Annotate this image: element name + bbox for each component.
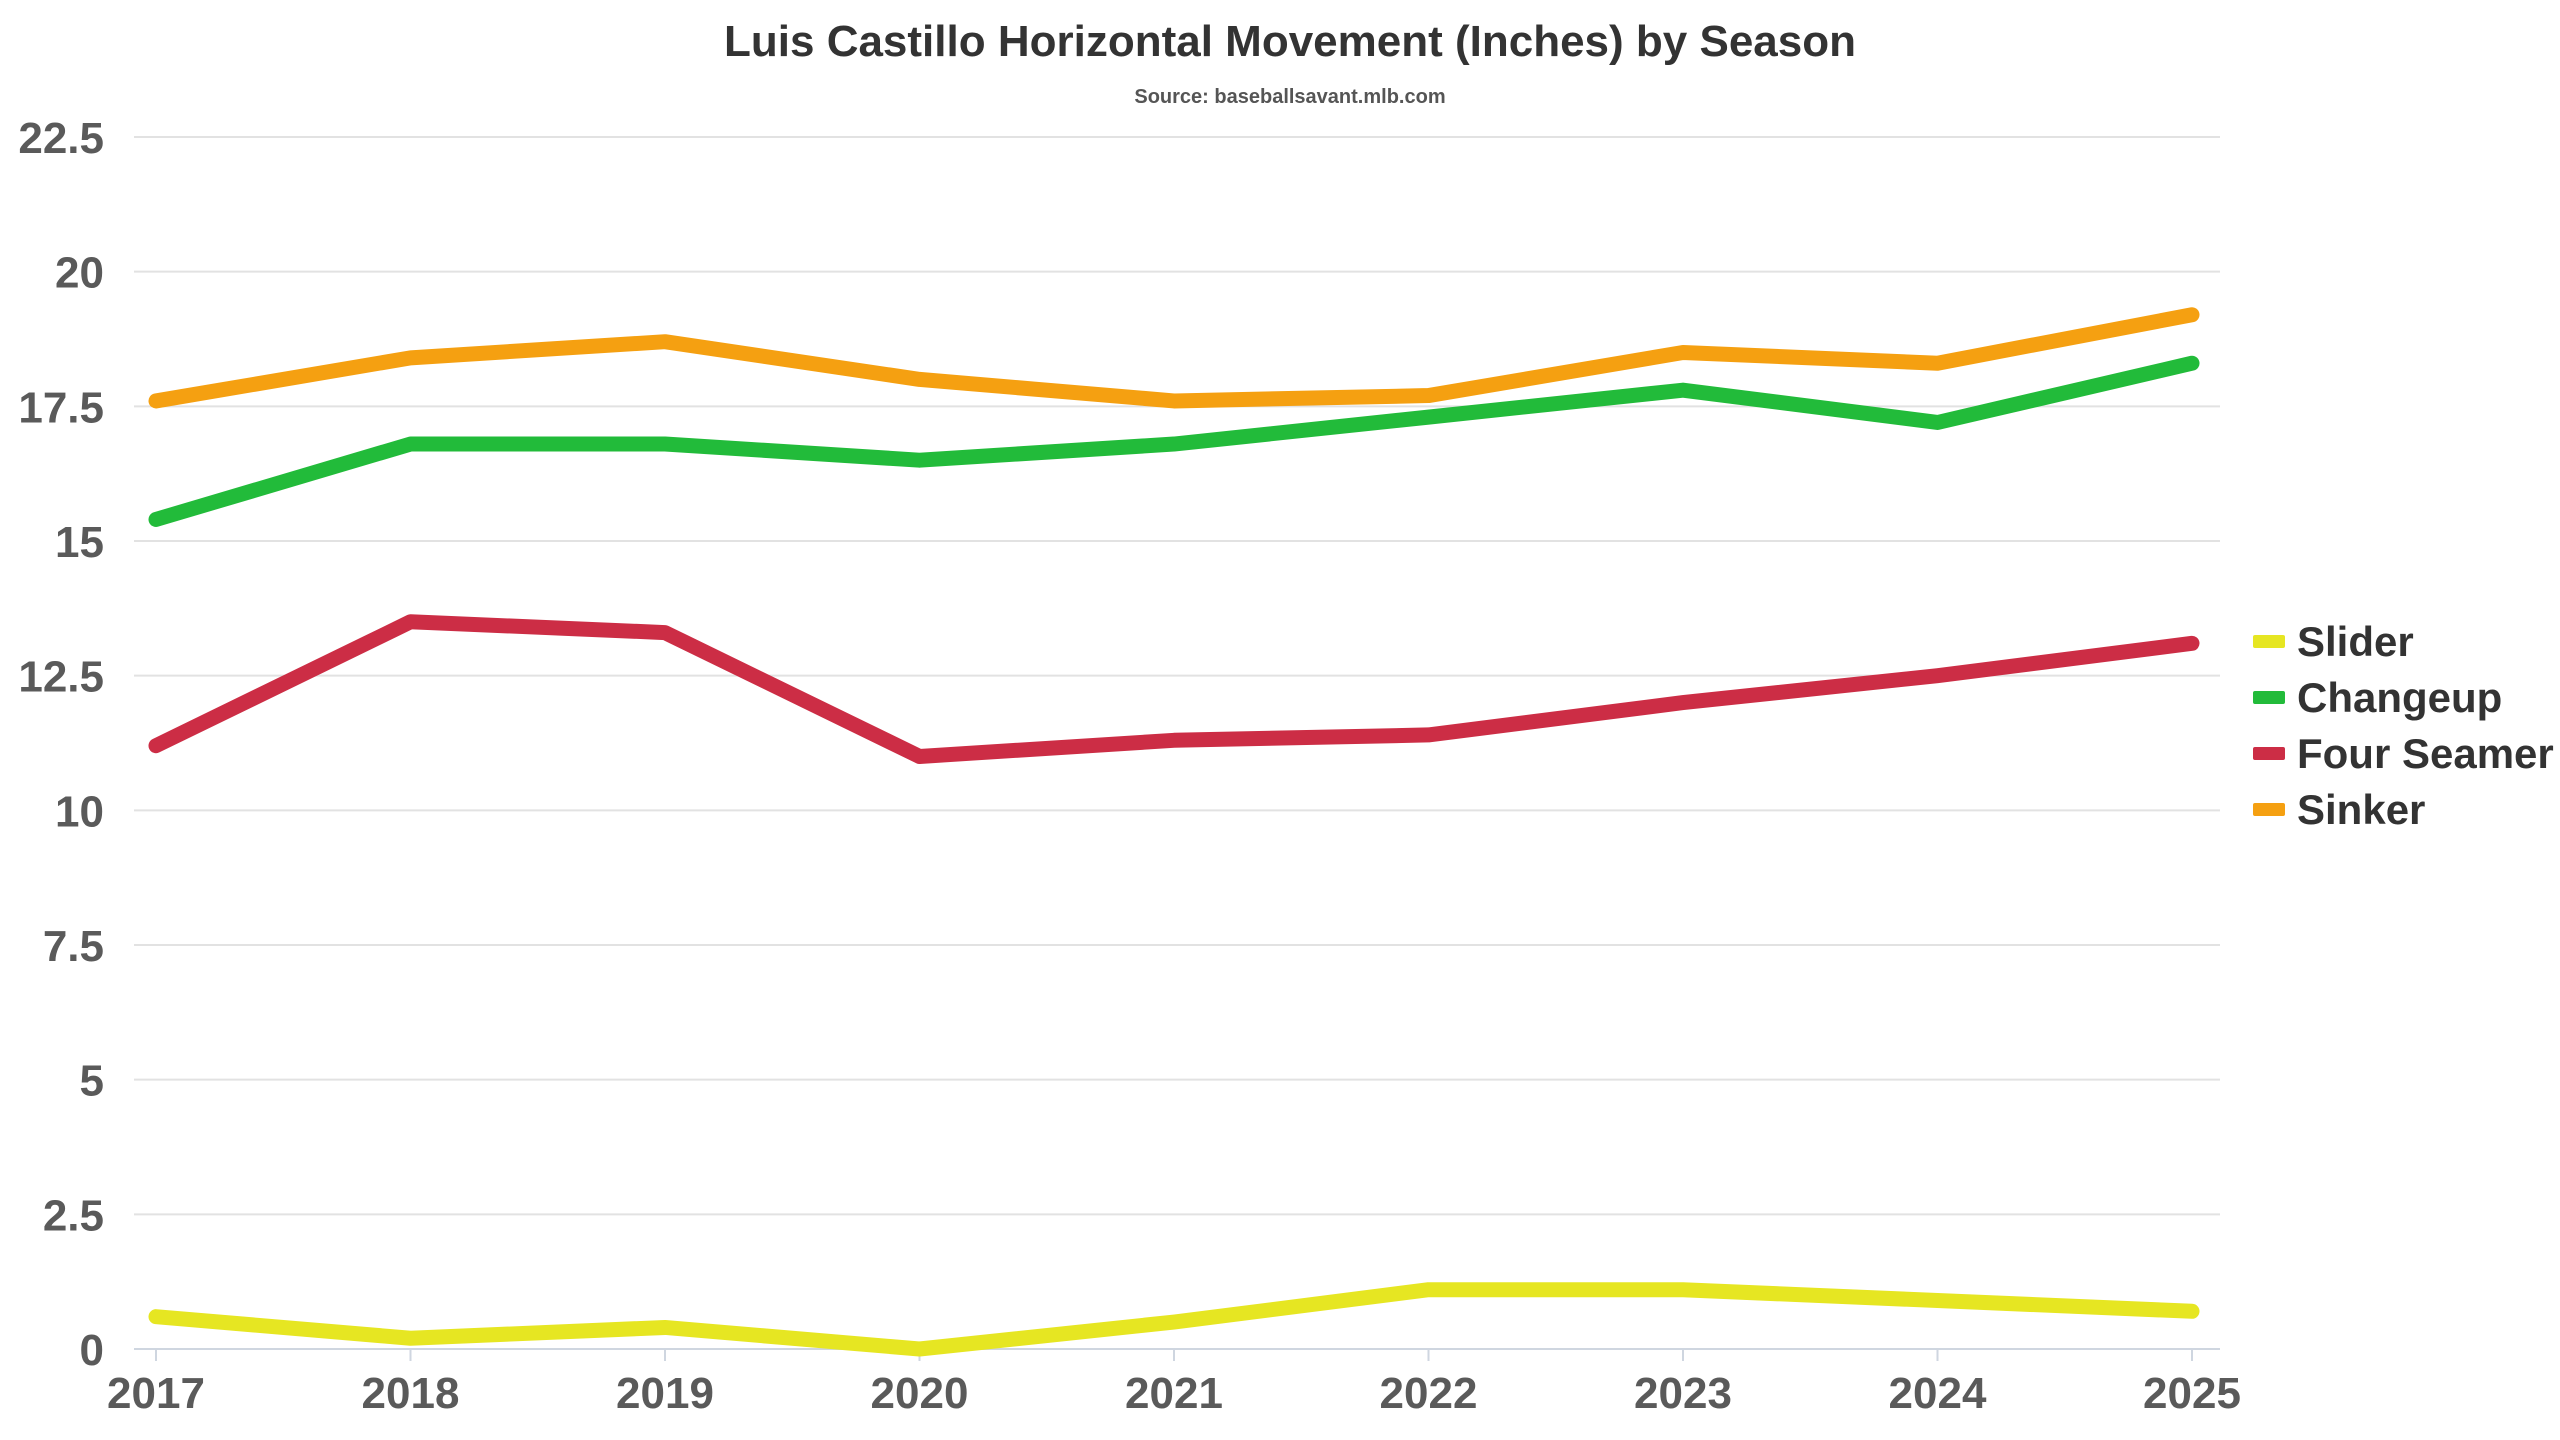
legend-label: Changeup — [2297, 674, 2502, 721]
series-line-slider — [148, 1282, 2200, 1357]
legend-item-slider[interactable]: Slider — [2253, 618, 2414, 665]
y-tick-label: 22.5 — [18, 114, 104, 163]
series-line-sinker — [148, 307, 2200, 409]
series-lines — [148, 307, 2200, 1357]
chart-subtitle: Source: baseballsavant.mlb.com — [1134, 86, 1445, 108]
y-tick-label: 10 — [55, 787, 104, 836]
y-tick-label: 0 — [80, 1326, 104, 1375]
y-tick-label: 20 — [55, 249, 104, 298]
series-line-four-seamer — [148, 614, 2200, 764]
legend-label: Four Seamer — [2297, 730, 2554, 777]
legend-label: Sinker — [2297, 786, 2425, 833]
legend: Slider Changeup Four Seamer Sinker — [2253, 618, 2554, 833]
legend-swatch — [2253, 803, 2285, 816]
gridlines — [134, 136, 2220, 1350]
x-tick-label: 2017 — [107, 1369, 205, 1418]
legend-item-changeup[interactable]: Changeup — [2253, 674, 2502, 721]
y-tick-label: 17.5 — [18, 383, 104, 432]
x-tick-label: 2020 — [871, 1369, 969, 1418]
y-tick-label: 12.5 — [18, 653, 104, 702]
legend-swatch — [2253, 747, 2285, 760]
series-line-changeup — [148, 355, 2200, 527]
legend-item-sinker[interactable]: Sinker — [2253, 786, 2425, 833]
legend-label: Slider — [2297, 618, 2414, 665]
x-axis-ticks: 2017 2018 2019 2020 2021 2022 2023 2024 2025 — [107, 1349, 2241, 1418]
y-tick-label: 15 — [55, 518, 104, 567]
chart-title: Luis Castillo Horizontal Movement (Inche… — [724, 17, 1856, 66]
y-axis-ticks: 0 2.5 5 7.5 10 12.5 15 17.5 20 22.5 — [18, 114, 104, 1375]
legend-swatch — [2253, 691, 2285, 704]
x-tick-label: 2024 — [1889, 1369, 1987, 1418]
legend-swatch — [2253, 635, 2285, 648]
x-tick-label: 2023 — [1634, 1369, 1732, 1418]
x-tick-label: 2022 — [1380, 1369, 1478, 1418]
legend-item-four-seamer[interactable]: Four Seamer — [2253, 730, 2554, 777]
x-tick-label: 2018 — [362, 1369, 460, 1418]
y-tick-label: 7.5 — [43, 922, 104, 971]
x-tick-label: 2021 — [1125, 1369, 1223, 1418]
x-tick-label: 2025 — [2143, 1369, 2241, 1418]
y-tick-label: 5 — [80, 1057, 104, 1106]
y-tick-label: 2.5 — [43, 1191, 104, 1240]
x-tick-label: 2019 — [616, 1369, 714, 1418]
